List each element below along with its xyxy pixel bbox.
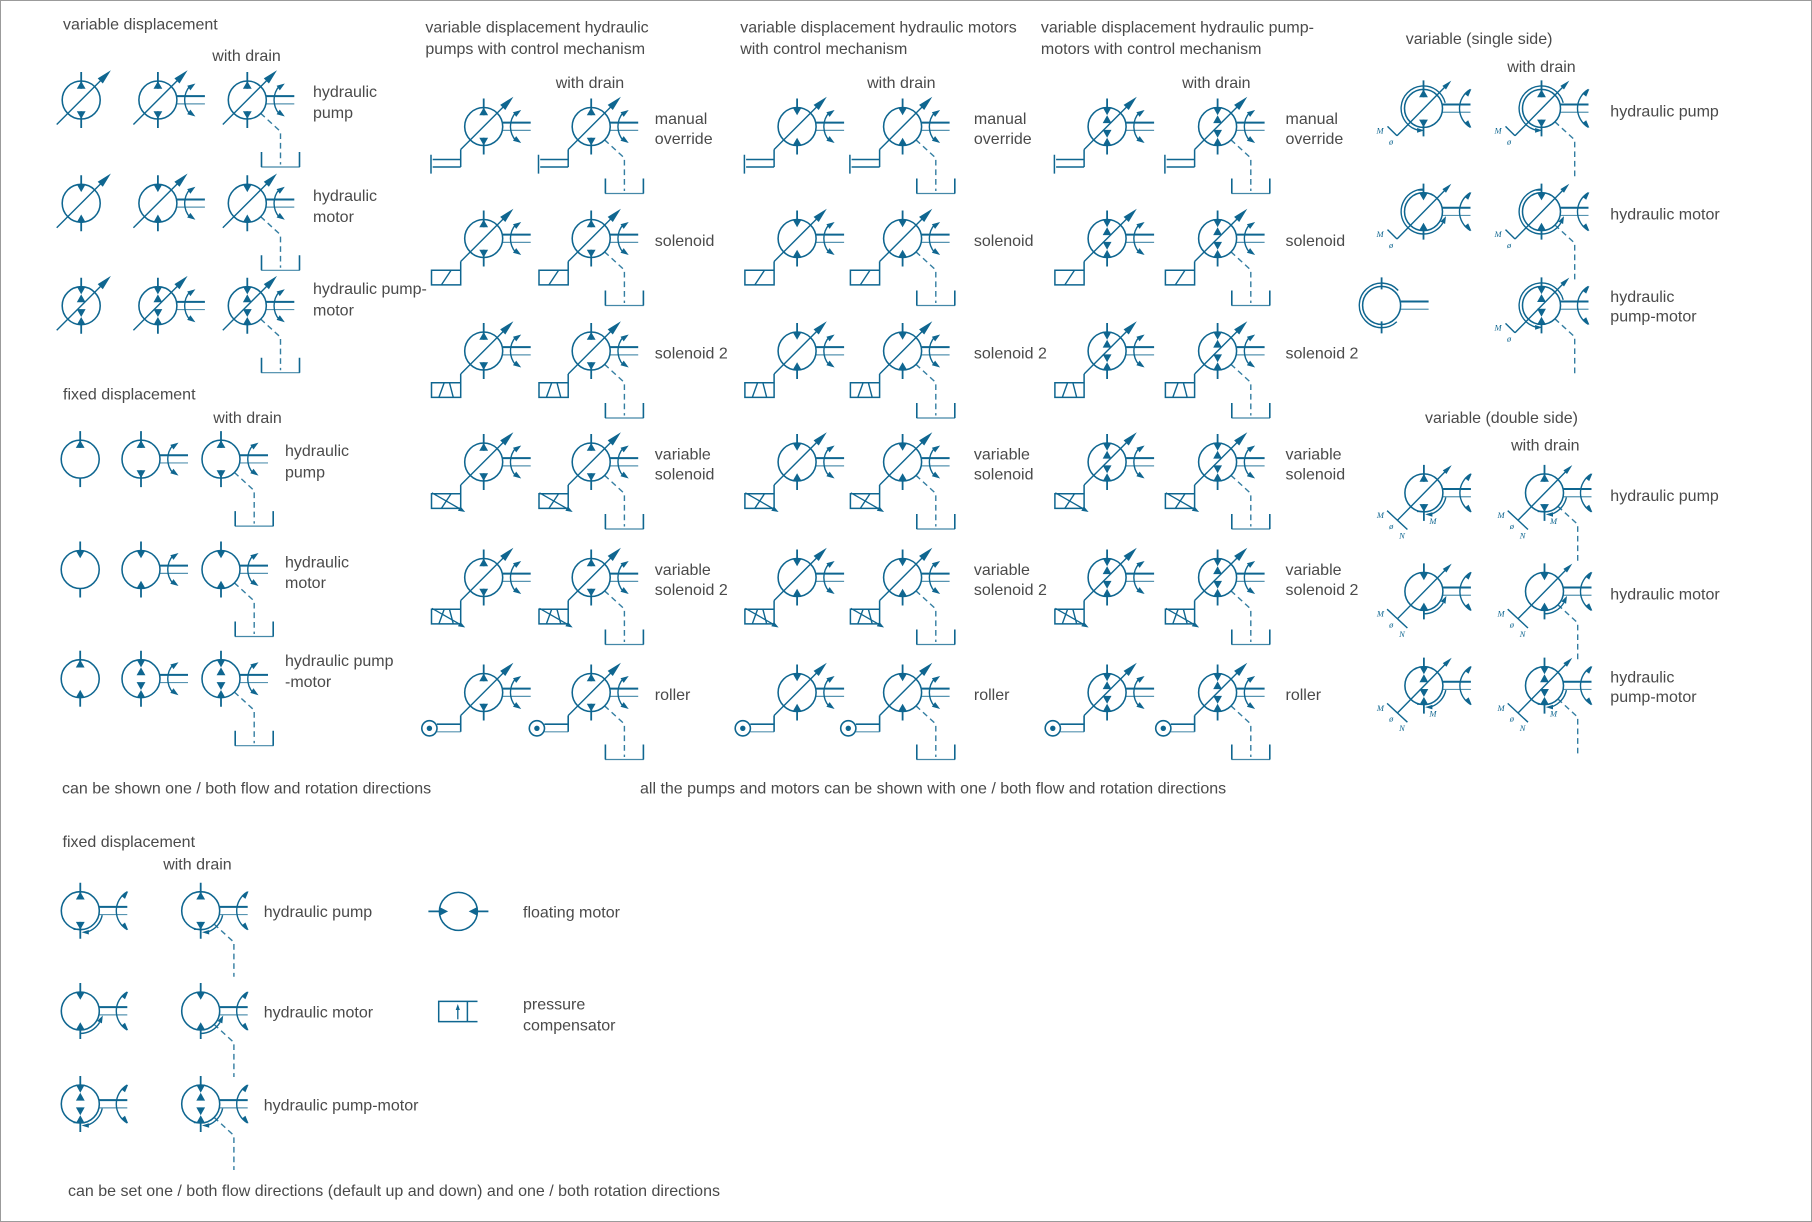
svg-text:with drain: with drain (866, 75, 935, 92)
svg-text:pump-motor: pump-motor (1610, 689, 1697, 706)
svg-text:override: override (655, 131, 713, 148)
svg-text:hydraulic: hydraulic (285, 554, 349, 571)
svg-text:hydraulic pump: hydraulic pump (1610, 103, 1719, 120)
svg-text:variable: variable (974, 562, 1030, 579)
svg-text:pump-motor: pump-motor (1610, 309, 1697, 326)
svg-text:solenoid: solenoid (1286, 466, 1346, 483)
svg-text:variable: variable (974, 446, 1030, 463)
svg-text:hydraulic pump-: hydraulic pump- (313, 281, 427, 298)
svg-text:all the pumps and motors can b: all the pumps and motors can be shown wi… (640, 781, 1226, 798)
svg-text:override: override (974, 131, 1032, 148)
svg-text:with drain: with drain (1510, 438, 1579, 455)
svg-text:hydraulic pump: hydraulic pump (264, 904, 373, 921)
svg-text:solenoid 2: solenoid 2 (655, 346, 728, 363)
svg-text:hydraulic: hydraulic (1610, 669, 1674, 686)
svg-text:motors with control mechanism: motors with control mechanism (1041, 41, 1262, 58)
svg-text:pump: pump (313, 105, 353, 122)
svg-text:roller: roller (655, 687, 691, 704)
svg-text:with drain: with drain (162, 857, 231, 874)
svg-text:fixed displacement: fixed displacement (63, 387, 196, 404)
svg-text:-motor: -motor (285, 674, 332, 691)
svg-text:variable: variable (1286, 446, 1342, 463)
svg-text:solenoid 2: solenoid 2 (655, 582, 728, 599)
svg-text:hydraulic: hydraulic (313, 188, 377, 205)
svg-text:with drain: with drain (211, 48, 280, 65)
svg-text:variable: variable (1286, 562, 1342, 579)
svg-text:hydraulic motor: hydraulic motor (264, 1005, 374, 1022)
svg-text:with drain: with drain (555, 75, 624, 92)
svg-text:manual: manual (974, 111, 1026, 128)
svg-text:pumps with control mechanism: pumps with control mechanism (425, 41, 645, 58)
svg-text:solenoid 2: solenoid 2 (974, 582, 1047, 599)
svg-text:solenoid: solenoid (974, 233, 1034, 250)
svg-text:variable displacement hydrauli: variable displacement hydraulic (425, 20, 648, 37)
svg-text:solenoid: solenoid (1286, 233, 1346, 250)
svg-text:hydraulic: hydraulic (285, 443, 349, 460)
svg-text:fixed displacement: fixed displacement (63, 834, 196, 851)
svg-text:solenoid 2: solenoid 2 (1286, 582, 1359, 599)
svg-text:hydraulic motor: hydraulic motor (1610, 207, 1720, 224)
svg-text:compensator: compensator (523, 1018, 616, 1035)
svg-text:variable (double side): variable (double side) (1425, 410, 1578, 427)
svg-text:floating motor: floating motor (523, 904, 621, 921)
svg-text:solenoid 2: solenoid 2 (1286, 346, 1359, 363)
svg-text:hydraulic pump: hydraulic pump (1610, 488, 1719, 505)
svg-text:can be shown one / both flow a: can be shown one / both flow and rotatio… (62, 781, 431, 798)
svg-text:with drain: with drain (1181, 75, 1250, 92)
svg-text:with drain: with drain (1506, 59, 1575, 76)
svg-text:can be set one / both flow dir: can be set one / both flow directions (d… (68, 1183, 720, 1200)
svg-text:motor: motor (313, 303, 355, 320)
svg-text:motor: motor (285, 575, 327, 592)
svg-text:manual: manual (655, 111, 707, 128)
svg-text:roller: roller (1286, 687, 1322, 704)
svg-text:manual: manual (1286, 111, 1338, 128)
svg-text:solenoid: solenoid (655, 233, 715, 250)
svg-text:with control mechanism: with control mechanism (739, 41, 907, 58)
svg-text:override: override (1286, 131, 1344, 148)
svg-text:with drain: with drain (212, 410, 281, 427)
svg-text:variable displacement hydrauli: variable displacement hydraulic motors (740, 20, 1017, 37)
svg-text:motor: motor (313, 209, 355, 226)
svg-text:pressure: pressure (523, 997, 585, 1014)
svg-text:pump: pump (285, 464, 325, 481)
svg-text:solenoid: solenoid (974, 466, 1034, 483)
svg-text:variable displacement hydrauli: variable displacement hydraulic pump- (1041, 20, 1314, 37)
svg-text:solenoid 2: solenoid 2 (974, 346, 1047, 363)
svg-text:variable: variable (655, 562, 711, 579)
svg-text:roller: roller (974, 687, 1010, 704)
svg-text:hydraulic pump-motor: hydraulic pump-motor (264, 1098, 419, 1115)
svg-text:hydraulic: hydraulic (1610, 289, 1674, 306)
svg-text:variable (single side): variable (single side) (1406, 31, 1553, 48)
svg-text:variable displacement: variable displacement (63, 17, 218, 34)
svg-text:solenoid: solenoid (655, 466, 715, 483)
svg-text:hydraulic: hydraulic (313, 84, 377, 101)
svg-text:variable: variable (655, 446, 711, 463)
svg-text:hydraulic pump: hydraulic pump (285, 653, 394, 670)
svg-text:hydraulic motor: hydraulic motor (1610, 586, 1720, 603)
